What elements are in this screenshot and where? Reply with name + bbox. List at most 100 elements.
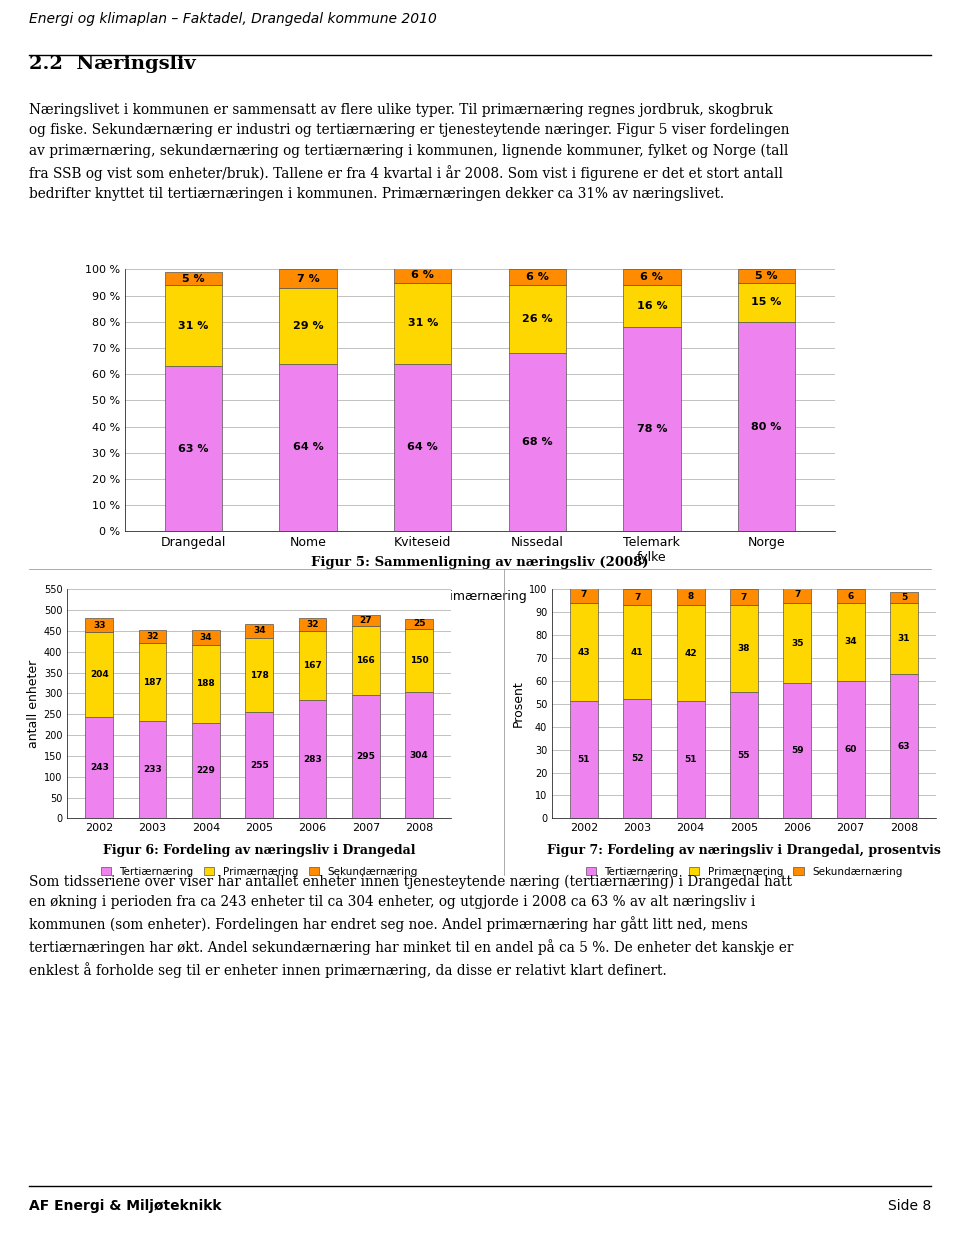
Bar <box>299 618 326 631</box>
Text: 2.2  Næringsliv: 2.2 Næringsliv <box>29 55 196 73</box>
Bar <box>246 713 273 818</box>
Bar <box>85 632 113 718</box>
Bar <box>677 606 705 701</box>
Bar <box>837 589 865 603</box>
Bar <box>138 721 166 818</box>
Bar <box>570 587 598 603</box>
Text: 283: 283 <box>303 755 322 764</box>
Bar <box>192 723 220 818</box>
Text: 51: 51 <box>578 755 590 764</box>
Bar <box>623 699 651 818</box>
Text: 26 %: 26 % <box>522 315 553 324</box>
Text: AF Energi & Miljøteknikk: AF Energi & Miljøteknikk <box>29 1199 222 1212</box>
Bar <box>509 285 566 354</box>
Bar <box>570 603 598 701</box>
Text: 187: 187 <box>143 677 162 687</box>
Text: Næringslivet i kommunen er sammensatt av flere ulike typer. Til primærnæring reg: Næringslivet i kommunen er sammensatt av… <box>29 103 789 201</box>
Bar <box>837 681 865 818</box>
Bar <box>738 282 795 322</box>
Text: 233: 233 <box>143 765 162 774</box>
Bar <box>890 592 918 603</box>
Text: 304: 304 <box>410 750 428 759</box>
Bar <box>509 354 566 531</box>
Bar <box>731 692 757 818</box>
Text: 27: 27 <box>360 616 372 626</box>
Text: 204: 204 <box>90 670 108 679</box>
Bar <box>890 603 918 674</box>
Bar <box>738 269 795 282</box>
Text: 31: 31 <box>898 635 910 643</box>
Bar <box>783 684 811 818</box>
Bar <box>405 618 433 630</box>
Text: 167: 167 <box>303 661 322 670</box>
Bar <box>299 700 326 818</box>
Text: 7: 7 <box>741 593 747 602</box>
Bar <box>623 327 681 531</box>
Text: 52: 52 <box>631 754 643 763</box>
Text: 64 %: 64 % <box>293 442 324 452</box>
Text: Figur 7: Fordeling av næringsliv i Drangedal, prosentvis: Figur 7: Fordeling av næringsliv i Drang… <box>547 844 941 856</box>
Bar <box>677 587 705 606</box>
Y-axis label: Prosent: Prosent <box>512 680 524 728</box>
Text: 6 %: 6 % <box>411 269 434 279</box>
Legend: Tertiærnæring, Primærnæring, Sekundærnæring: Tertiærnæring, Primærnæring, Sekundærnær… <box>582 862 906 881</box>
Legend: Tertiærnæring, Primærnæring, Sekundærnæring: Tertiærnæring, Primærnæring, Sekundærnær… <box>275 590 685 603</box>
Y-axis label: antall enheter: antall enheter <box>27 660 39 748</box>
Text: 16 %: 16 % <box>636 301 667 311</box>
Text: 60: 60 <box>845 745 857 754</box>
Text: Som tidsseriene over viser har antallet enheter innen tjenesteytende næring (ter: Som tidsseriene over viser har antallet … <box>29 875 793 978</box>
Text: 34: 34 <box>845 637 857 646</box>
Text: 5: 5 <box>900 593 907 602</box>
Text: 25: 25 <box>413 619 425 628</box>
Bar <box>352 695 380 818</box>
Bar <box>279 364 337 531</box>
Text: 6 %: 6 % <box>526 272 549 282</box>
Bar <box>623 589 651 606</box>
Text: 6: 6 <box>848 592 853 601</box>
Bar <box>246 623 273 638</box>
Text: Energi og klimaplan – Faktadel, Drangedal kommune 2010: Energi og klimaplan – Faktadel, Drangeda… <box>29 13 437 26</box>
Text: 8: 8 <box>687 592 694 601</box>
Bar <box>509 269 566 285</box>
Text: 38: 38 <box>737 645 751 653</box>
Text: 295: 295 <box>356 753 375 762</box>
Bar <box>192 631 220 645</box>
Text: 68 %: 68 % <box>522 437 553 447</box>
Text: 5 %: 5 % <box>756 271 778 281</box>
Text: 178: 178 <box>250 671 269 680</box>
Bar <box>405 630 433 691</box>
Bar <box>394 267 451 282</box>
Text: 32: 32 <box>306 619 319 628</box>
Text: 64 %: 64 % <box>407 442 438 452</box>
Text: 255: 255 <box>250 760 269 769</box>
Text: 29 %: 29 % <box>293 321 324 331</box>
Bar <box>279 269 337 288</box>
Text: 7: 7 <box>794 590 801 599</box>
Bar <box>85 718 113 818</box>
Text: 33: 33 <box>93 621 106 630</box>
Text: 32: 32 <box>146 632 158 641</box>
Bar <box>394 282 451 364</box>
Text: 150: 150 <box>410 656 428 665</box>
Text: 80 %: 80 % <box>752 422 781 432</box>
Bar <box>279 288 337 364</box>
Bar <box>352 616 380 626</box>
Text: 7: 7 <box>581 590 588 599</box>
Text: 63: 63 <box>898 742 910 750</box>
Bar <box>299 631 326 700</box>
Bar <box>623 606 651 699</box>
Bar <box>192 645 220 723</box>
Text: 15 %: 15 % <box>752 297 781 307</box>
Text: 5 %: 5 % <box>182 273 204 283</box>
Bar <box>165 272 222 285</box>
Bar <box>394 364 451 531</box>
Text: Side 8: Side 8 <box>888 1199 931 1212</box>
Text: 55: 55 <box>737 750 751 760</box>
Bar <box>352 626 380 695</box>
Text: 188: 188 <box>197 680 215 689</box>
Text: 7 %: 7 % <box>297 273 320 283</box>
Bar <box>138 630 166 643</box>
Text: Figur 5: Sammenligning av næringsliv (2008): Figur 5: Sammenligning av næringsliv (20… <box>311 556 649 569</box>
Text: 31 %: 31 % <box>408 319 438 329</box>
Text: Figur 6: Fordeling av næringsliv i Drangedal: Figur 6: Fordeling av næringsliv i Drang… <box>103 844 416 856</box>
